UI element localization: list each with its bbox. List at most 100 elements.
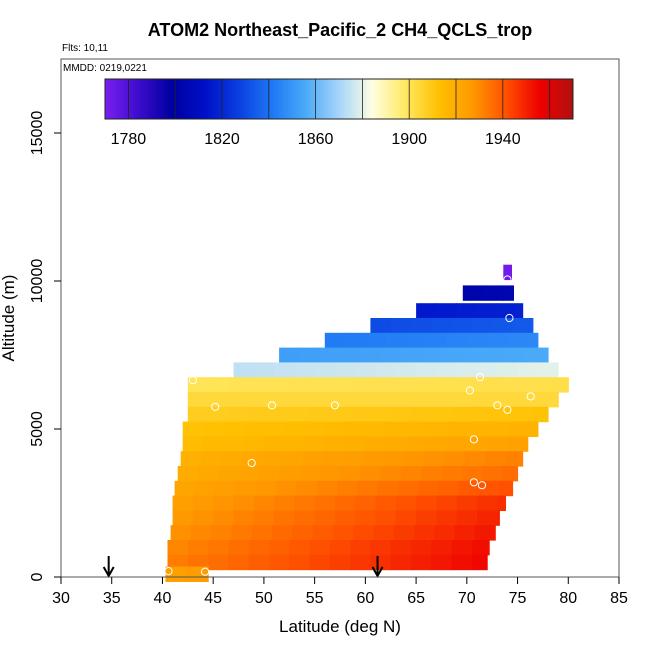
heatmap-cell [497, 495, 506, 511]
heatmap-cell [345, 436, 366, 452]
heatmap-cell [436, 495, 458, 511]
sample-point [188, 376, 197, 385]
heatmap-cell [253, 510, 275, 526]
heatmap-cell [421, 347, 443, 363]
colorbar-swatch [259, 79, 263, 119]
colorbar-swatch [264, 79, 267, 119]
colorbar-swatch [266, 79, 270, 119]
heatmap-cell [477, 495, 498, 511]
heatmap-cell [380, 347, 402, 363]
heatmap-cell [309, 540, 331, 556]
colorbar-swatch [519, 79, 523, 119]
colorbar-swatch [392, 79, 396, 119]
heatmap-cell [324, 436, 346, 452]
colorbar-swatch [530, 79, 534, 119]
heatmap-cell [248, 406, 270, 423]
colorbar-swatch [114, 79, 118, 119]
heatmap-cell [180, 451, 202, 467]
heatmap-cell [324, 421, 346, 437]
colorbar-swatch [477, 79, 480, 119]
heatmap-cell [274, 362, 295, 378]
heatmap-cell [532, 377, 554, 393]
colorbar-swatch [343, 79, 347, 119]
colorbar-swatch [409, 79, 413, 119]
colorbar-swatch [399, 79, 403, 119]
heatmap-cell [329, 554, 351, 571]
colorbar-swatch [385, 79, 389, 119]
sample-point [201, 567, 210, 576]
heatmap-cell [177, 466, 199, 482]
sample-point [211, 402, 220, 411]
heatmap-cell [334, 510, 356, 526]
heatmap-cell [436, 303, 458, 319]
colorbar-swatch [299, 79, 303, 119]
heatmap-cell [319, 466, 341, 482]
colorbar-swatch [250, 79, 253, 119]
heatmap-cell [466, 436, 488, 452]
heatmap-cell [170, 525, 192, 541]
heatmap-cell [370, 540, 392, 556]
heatmap-cell [377, 480, 399, 497]
colorbar-swatch [470, 79, 473, 119]
x-tick-label: 85 [610, 590, 628, 607]
heatmap-cell [314, 362, 336, 378]
heatmap-cell [426, 332, 448, 349]
heatmap-cell [203, 421, 224, 437]
heatmap-cell [192, 510, 214, 526]
colorbar-swatch [315, 79, 319, 119]
colorbar-swatch [549, 79, 553, 119]
sample-point [330, 401, 339, 410]
colorbar-swatch [507, 79, 511, 119]
colorbar-swatch [203, 79, 207, 119]
colorbar-swatch [280, 79, 284, 119]
heatmap-cell [471, 540, 490, 556]
colorbar-tick-label: 1900 [391, 131, 427, 148]
heatmap-cell [332, 525, 354, 541]
colorbar-swatch [423, 79, 427, 119]
heatmap-cell [255, 480, 277, 497]
heatmap-cell [329, 392, 351, 408]
heatmap-cell [403, 451, 425, 467]
colorbar-swatch [523, 79, 527, 119]
colorbar-swatch [418, 79, 422, 119]
heatmap-cell [289, 554, 311, 571]
heatmap-cell [165, 566, 187, 582]
date-label: MMDD: 0219,0221 [63, 63, 147, 74]
heatmap-cell [208, 554, 229, 571]
colorbar-swatch [303, 79, 307, 119]
colorbar-tick-label: 1820 [204, 131, 240, 148]
colorbar-swatch [495, 79, 499, 119]
heatmap-cell [411, 540, 432, 556]
colorbar-swatch [500, 79, 504, 119]
heatmap-cell [416, 303, 437, 319]
colorbar-swatch [544, 79, 548, 119]
sample-point [465, 386, 474, 395]
heatmap-cell [261, 451, 283, 467]
heatmap-cell [434, 525, 456, 541]
heatmap-cell [537, 362, 559, 378]
plot-frame [60, 58, 620, 578]
x-tick-label: 75 [509, 590, 527, 607]
heatmap-cell [345, 421, 366, 437]
heatmap-cell [438, 480, 460, 497]
heatmap-cell [390, 392, 412, 408]
colorbar-swatch [498, 79, 501, 119]
heatmap-cell [383, 451, 405, 467]
colorbar-swatch [348, 79, 352, 119]
colorbar-swatch [528, 79, 532, 119]
colorbar-swatch [367, 79, 370, 119]
colorbar-swatch [137, 79, 141, 119]
colorbar-swatch [481, 79, 485, 119]
colorbar-swatch [346, 79, 349, 119]
heatmap-cell [223, 436, 245, 452]
heatmap-cell [309, 392, 331, 408]
heatmap-cell [451, 377, 473, 393]
x-axis: 30 35 40 45 50 55 60 65 70 75 80 85 [52, 577, 628, 607]
heatmap-cell [424, 451, 446, 467]
colorbar-swatch [271, 79, 274, 119]
colorbar-swatch [357, 79, 361, 119]
heatmap-cell [284, 436, 306, 452]
y-axis-label: Altitude (m) [0, 275, 18, 362]
heatmap-cell [304, 421, 326, 437]
colorbar-swatch [212, 79, 216, 119]
